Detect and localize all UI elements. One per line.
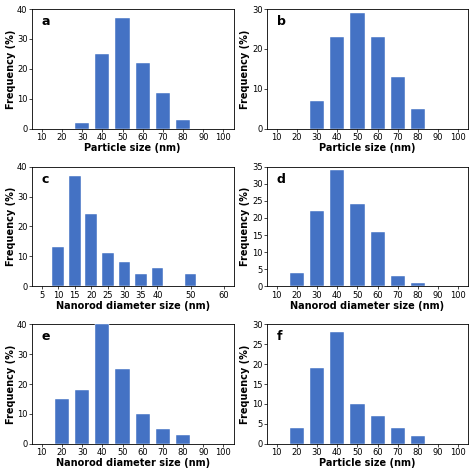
Bar [85, 215, 97, 286]
Bar [371, 37, 385, 129]
Bar [391, 77, 405, 129]
Bar [135, 274, 146, 286]
Bar [350, 404, 365, 444]
Bar [350, 13, 365, 129]
Bar [350, 204, 365, 286]
Bar [330, 37, 344, 129]
Bar [411, 436, 425, 444]
Text: c: c [42, 173, 49, 186]
Bar [69, 175, 81, 286]
Bar [391, 428, 405, 444]
Bar [156, 93, 170, 129]
X-axis label: Particle size (nm): Particle size (nm) [84, 143, 181, 154]
Bar [136, 414, 150, 444]
Y-axis label: Frequency (%): Frequency (%) [6, 187, 16, 266]
Bar [102, 254, 114, 286]
Bar [53, 247, 64, 286]
Bar [411, 283, 425, 286]
Bar [152, 268, 163, 286]
Bar [330, 332, 344, 444]
Y-axis label: Frequency (%): Frequency (%) [240, 344, 250, 424]
Bar [116, 369, 129, 444]
Bar [371, 416, 385, 444]
X-axis label: Particle size (nm): Particle size (nm) [319, 143, 416, 154]
Bar [330, 170, 344, 286]
Bar [290, 273, 304, 286]
Bar [411, 109, 425, 129]
Bar [118, 263, 130, 286]
Y-axis label: Frequency (%): Frequency (%) [240, 187, 250, 266]
Bar [75, 123, 89, 129]
Text: b: b [277, 15, 286, 28]
Bar [391, 276, 405, 286]
Bar [95, 324, 109, 444]
Bar [116, 18, 129, 129]
X-axis label: Nanorod diameter size (nm): Nanorod diameter size (nm) [55, 458, 210, 468]
Y-axis label: Frequency (%): Frequency (%) [6, 344, 16, 424]
X-axis label: Nanorod diameter size (nm): Nanorod diameter size (nm) [291, 301, 445, 311]
Bar [95, 54, 109, 129]
Bar [310, 101, 324, 129]
Bar [75, 390, 89, 444]
Bar [136, 63, 150, 129]
Bar [55, 399, 69, 444]
Bar [310, 368, 324, 444]
Text: d: d [277, 173, 286, 186]
Y-axis label: Frequency (%): Frequency (%) [6, 29, 16, 109]
Bar [185, 274, 196, 286]
Bar [290, 428, 304, 444]
Bar [310, 211, 324, 286]
Text: f: f [277, 330, 282, 343]
Text: e: e [42, 330, 50, 343]
Bar [176, 120, 190, 129]
X-axis label: Particle size (nm): Particle size (nm) [319, 458, 416, 468]
Bar [371, 232, 385, 286]
Text: a: a [42, 15, 50, 28]
Y-axis label: Frequency (%): Frequency (%) [240, 29, 250, 109]
Bar [156, 429, 170, 444]
X-axis label: Nanorod diameter size (nm): Nanorod diameter size (nm) [55, 301, 210, 311]
Bar [176, 435, 190, 444]
